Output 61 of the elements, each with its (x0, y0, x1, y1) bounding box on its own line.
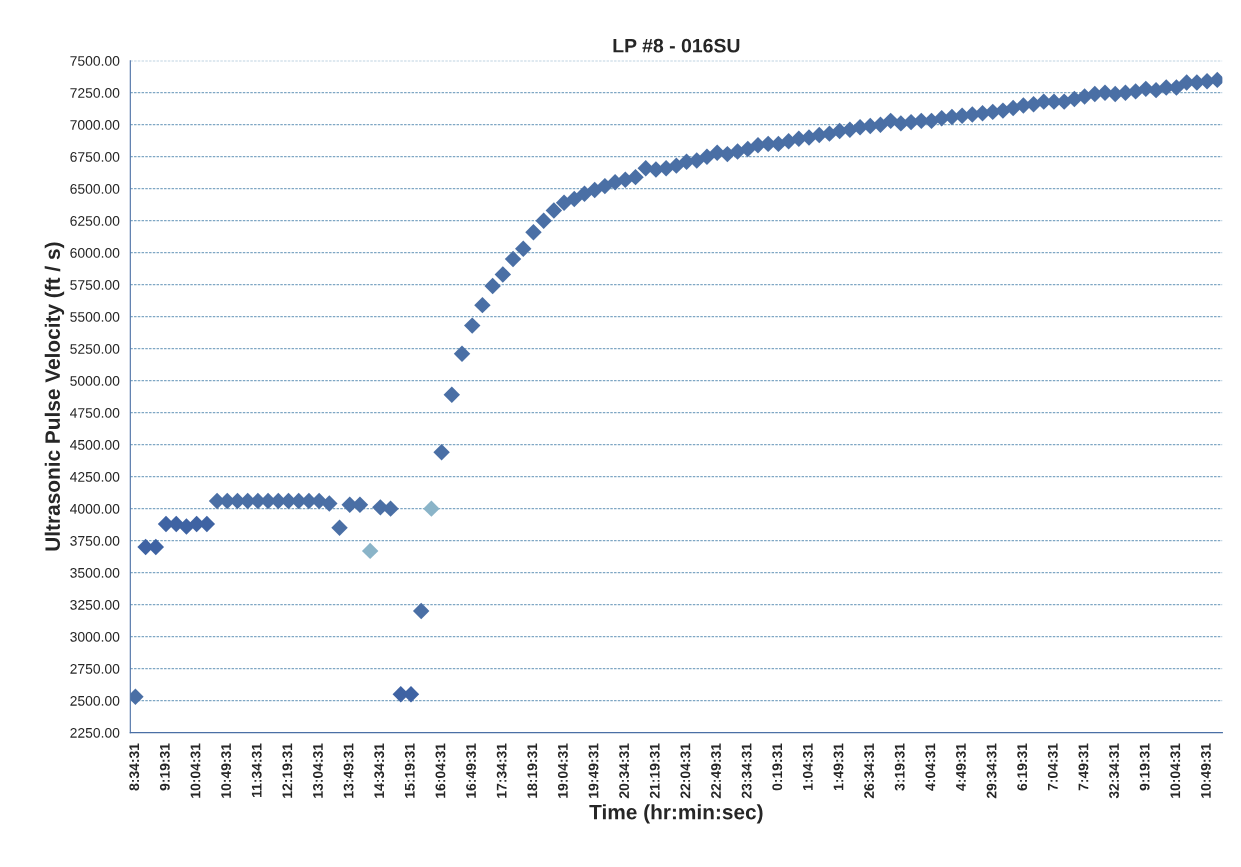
x-tick-label: 29:34:31 (986, 743, 997, 799)
x-tick-label: 23:34:31 (741, 743, 752, 799)
y-tick-label: 7250.00 (70, 88, 120, 98)
y-tick-label: 4500.00 (70, 439, 120, 450)
x-tick-label: 7:04:31 (1047, 743, 1058, 791)
x-tick-label: 22:04:31 (680, 743, 691, 799)
x-tick-label: 14:34:31 (374, 743, 385, 798)
y-tick-label: 6500.00 (70, 184, 120, 194)
x-tick-label: 0:19:31 (772, 743, 783, 791)
x-tick-label: 16:04:31 (435, 743, 446, 798)
y-tick-label: 3250.00 (70, 599, 120, 610)
y-tick-label: 3000.00 (70, 631, 120, 642)
x-tick-label: 19:49:31 (588, 743, 599, 798)
y-tick-label: 4000.00 (70, 503, 120, 514)
x-tick-label: 19:04:31 (557, 743, 568, 798)
x-tick-label: 10:04:31 (190, 743, 201, 798)
y-tick-label: 5250.00 (70, 343, 120, 354)
x-tick-label: 7:49:31 (1078, 743, 1089, 791)
x-tick-label: 4:49:31 (956, 743, 966, 791)
y-tick-label: 3500.00 (70, 567, 120, 578)
x-tick-label: 9:19:31 (1139, 743, 1150, 791)
x-tick-label: 3:19:31 (894, 743, 905, 791)
y-axis-title: Ultrasonic Pulse Velocity (ft / s) (44, 242, 65, 551)
x-tick-label: 32:34:31 (1109, 743, 1119, 799)
x-tick-label: 6:19:31 (1017, 743, 1028, 791)
y-tick-label: 7000.00 (70, 120, 120, 130)
x-tick-label: 13:49:31 (343, 743, 354, 798)
y-tick-label: 5000.00 (70, 375, 120, 386)
y-tick-label: 2500.00 (70, 695, 120, 706)
x-tick-label: 11:34:31 (251, 743, 262, 797)
x-tick-label: 17:34:31 (496, 743, 507, 798)
x-tick-label: 1:49:31 (833, 743, 844, 791)
y-tick-label: 7500.00 (70, 56, 120, 66)
y-tick-label: 2750.00 (70, 663, 120, 674)
x-tick-label: 21:19:31 (649, 743, 660, 799)
x-tick-label: 13:04:31 (313, 743, 323, 798)
x-tick-label: 20:34:31 (619, 743, 630, 799)
y-tick-label: 6750.00 (70, 152, 120, 162)
x-tick-label: 4:04:31 (925, 743, 936, 791)
x-tick-label: 8:34:31 (129, 743, 140, 791)
x-tick-label: 18:19:31 (527, 743, 538, 798)
x-tick-label: 26:34:31 (864, 743, 875, 799)
y-tick-label: 5500.00 (70, 312, 120, 322)
y-tick-label: 3750.00 (70, 535, 120, 546)
y-tick-label: 2250.00 (70, 727, 120, 738)
x-tick-label: 10:04:31 (1170, 743, 1181, 798)
y-tick-label: 6250.00 (70, 216, 120, 226)
x-tick-label: 9:19:31 (159, 743, 170, 791)
y-tick-label: 4250.00 (70, 471, 120, 482)
y-tick-label: 5750.00 (70, 280, 120, 290)
x-tick-label: 10:49:31 (1200, 743, 1211, 798)
x-tick-label: 16:49:31 (466, 743, 476, 798)
x-tick-label: 22:49:31 (711, 743, 721, 799)
x-tick-label: 1:04:31 (802, 743, 813, 791)
y-tick-label: 4750.00 (70, 407, 120, 418)
x-tick-label: 12:19:31 (282, 743, 293, 798)
x-tick-label: 15:19:31 (404, 743, 415, 798)
x-axis-title: Time (hr:min:sec) (589, 804, 763, 824)
y-tick-label: 6000.00 (70, 248, 120, 258)
x-tick-label: 10:49:31 (221, 743, 232, 798)
chart-title: LP #8 - 016SU (613, 38, 740, 53)
